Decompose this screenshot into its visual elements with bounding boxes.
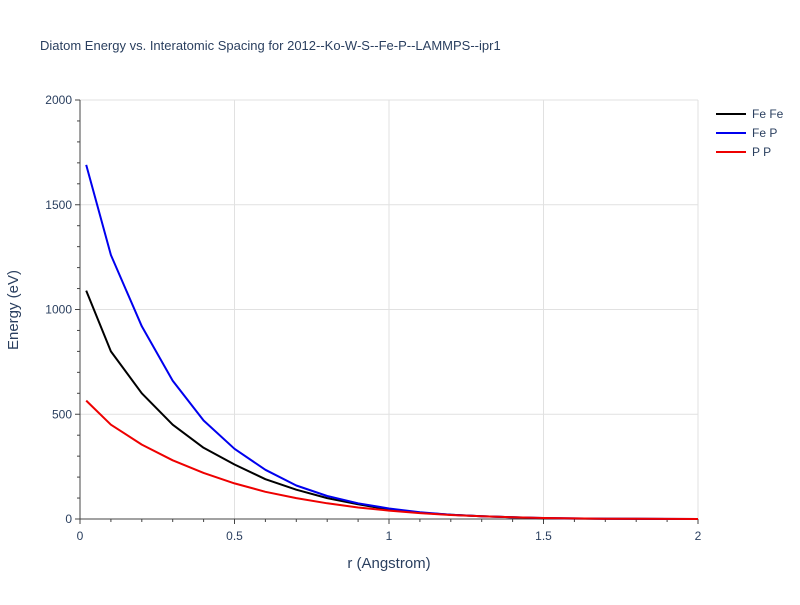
y-tick-label: 1500 <box>45 198 72 212</box>
legend-item-fe-fe[interactable]: Fe Fe <box>716 107 784 121</box>
x-tick-label: 0 <box>77 529 84 543</box>
x-tick-label: 1.5 <box>535 529 552 543</box>
legend-item-fe-p[interactable]: Fe P <box>716 126 777 140</box>
grid-layer <box>80 99 699 519</box>
x-tick-label: 0.5 <box>226 529 243 543</box>
legend[interactable]: Fe Fe Fe P P P <box>716 107 784 159</box>
x-tick-label: 2 <box>695 529 702 543</box>
axis-layer: 0 0.5 1 1.5 2 0 500 1000 1500 2000 <box>45 93 701 543</box>
x-axis-label: r (Angstrom) <box>347 555 430 572</box>
y-tick-label: 0 <box>65 512 72 526</box>
legend-item-p-p[interactable]: P P <box>716 145 771 159</box>
y-tick-label: 2000 <box>45 93 72 107</box>
series-line-p-p <box>85 399 699 520</box>
y-tick-label: 500 <box>52 407 72 421</box>
y-axis-label: Energy (eV) <box>5 270 22 350</box>
y-tick-label: 1000 <box>45 303 72 317</box>
chart-title: Diatom Energy vs. Interatomic Spacing fo… <box>40 38 501 53</box>
x-tick-label: 1 <box>386 529 393 543</box>
legend-label: Fe Fe <box>752 107 784 121</box>
legend-label: P P <box>752 145 771 159</box>
series-layer <box>85 164 699 520</box>
legend-label: Fe P <box>752 126 777 140</box>
